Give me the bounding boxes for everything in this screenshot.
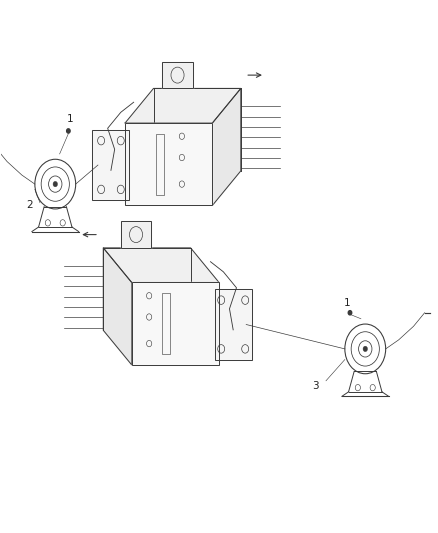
Polygon shape — [125, 88, 241, 123]
Bar — [155, 134, 163, 195]
Text: 1: 1 — [344, 297, 350, 308]
Text: 1: 1 — [67, 114, 74, 124]
Text: 2: 2 — [26, 200, 32, 211]
Circle shape — [67, 129, 70, 133]
Bar — [132, 282, 219, 365]
Polygon shape — [162, 62, 193, 88]
Bar — [162, 62, 193, 88]
Bar — [215, 289, 252, 360]
Polygon shape — [125, 123, 212, 205]
Bar — [92, 130, 130, 200]
Circle shape — [348, 311, 352, 315]
Circle shape — [53, 181, 57, 187]
Polygon shape — [121, 221, 151, 248]
Polygon shape — [103, 248, 132, 365]
Bar — [162, 293, 170, 354]
Text: 3: 3 — [312, 381, 318, 391]
Polygon shape — [215, 289, 252, 360]
Circle shape — [363, 346, 367, 352]
Bar — [125, 123, 212, 205]
Polygon shape — [132, 282, 219, 365]
Bar — [121, 221, 151, 248]
Polygon shape — [103, 248, 219, 282]
Polygon shape — [92, 130, 130, 200]
Polygon shape — [212, 88, 241, 205]
